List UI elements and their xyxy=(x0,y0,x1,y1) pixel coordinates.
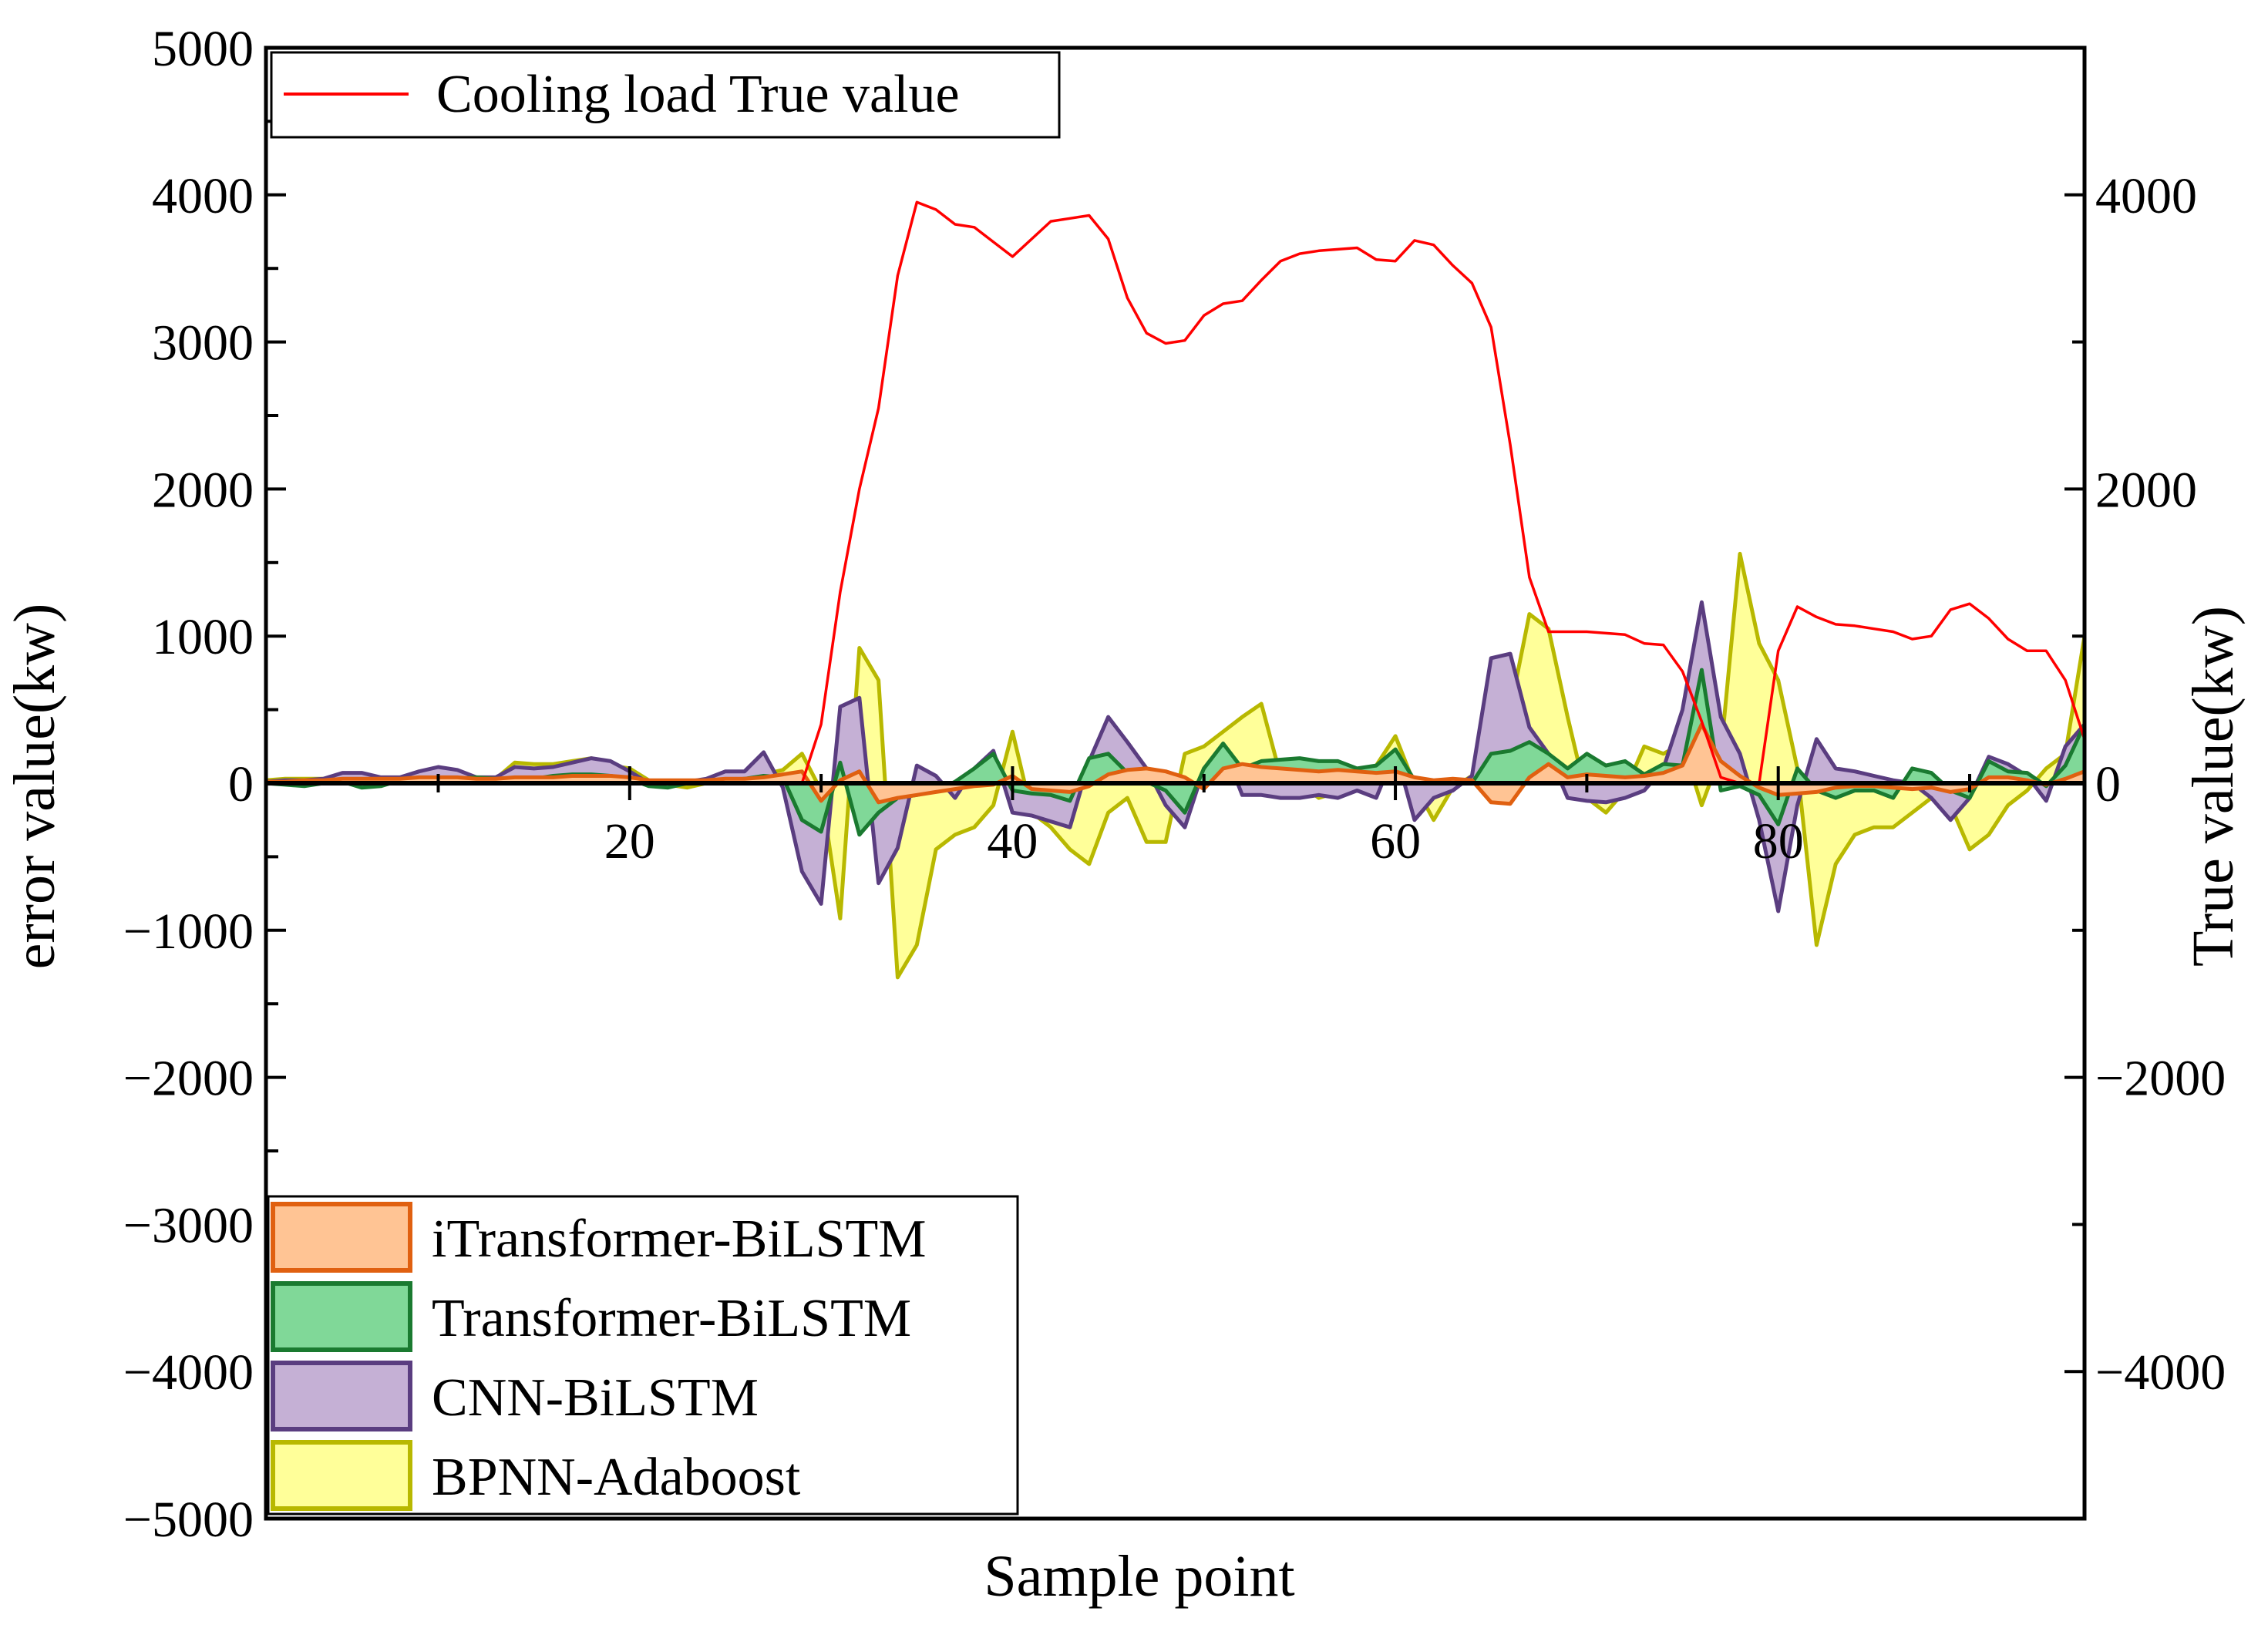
true-value-series xyxy=(266,200,2086,785)
x-axis-title: Sample point xyxy=(984,1544,1294,1609)
y-axis-left-title: error value(kw) xyxy=(2,604,67,970)
legend-label-bpnn-adaboost: BPNN-Adaboost xyxy=(432,1448,801,1507)
y-left-tick-label: 1000 xyxy=(152,609,254,665)
x-tick-label: 40 xyxy=(987,813,1038,870)
axes xyxy=(264,45,2087,1521)
tick-labels: 5000 4000 3000 2000 1000 0 −1000 −2000 −3000 −400… xyxy=(123,21,2226,1548)
line-cnn-bilstm xyxy=(265,600,2086,913)
legend-label-transformer-bilstm: Transformer-BiLSTM xyxy=(432,1289,911,1348)
y-left-tick-label: −3000 xyxy=(123,1197,254,1253)
area-cnn-bilstm xyxy=(266,602,2085,911)
y-axis-right-title: True value(kw) xyxy=(2181,606,2246,967)
legend-true-value-label: Cooling load True value xyxy=(436,65,960,124)
x-tick-label: 80 xyxy=(1753,813,1804,870)
legend-label-cnn-bilstm: CNN-BiLSTM xyxy=(432,1368,759,1428)
series-cnn-bilstm xyxy=(265,600,2086,913)
y-left-tick-label: 2000 xyxy=(152,462,254,518)
y-right-tick-label: 4000 xyxy=(2095,168,2197,224)
y-left-tick-label: −5000 xyxy=(123,1492,254,1548)
legend-errors: iTransformer-BiLSTM Transformer-BiLSTM CNN… xyxy=(267,1195,1019,1516)
legend-true-value: Cooling load True value xyxy=(270,51,1061,139)
y-right-tick-label: −2000 xyxy=(2095,1051,2226,1107)
y-right-tick-label: 0 xyxy=(2095,756,2121,812)
y-left-tick-label: −1000 xyxy=(123,903,254,960)
legend-swatch-cnn-bilstm xyxy=(271,1361,412,1431)
y-left-tick-label: −2000 xyxy=(123,1051,254,1107)
area-itransformer-bilstm xyxy=(266,724,2085,804)
y-right-tick-label: 2000 xyxy=(2095,462,2197,518)
legend-swatch-transformer-bilstm xyxy=(271,1281,412,1352)
y-left-tick-label: 5000 xyxy=(152,21,254,77)
y-left-tick-label: 4000 xyxy=(152,168,254,224)
x-tick-label: 60 xyxy=(1370,813,1421,870)
series-itransformer-bilstm xyxy=(266,722,2085,806)
line-itransformer-bilstm xyxy=(266,722,2085,806)
error-series-areas xyxy=(265,551,2087,980)
true-value-line xyxy=(266,200,2086,785)
y-left-tick-label: −4000 xyxy=(123,1344,254,1401)
legend-label-itransformer-bilstm: iTransformer-BiLSTM xyxy=(432,1209,927,1269)
legend-swatch-bpnn-adaboost xyxy=(271,1440,412,1511)
y-left-tick-label: 3000 xyxy=(152,315,254,372)
legend-swatch-itransformer-bilstm xyxy=(271,1202,412,1273)
y-right-tick-label: −4000 xyxy=(2095,1344,2226,1401)
y-left-tick-label: 0 xyxy=(228,756,254,812)
x-tick-label: 20 xyxy=(604,813,655,870)
